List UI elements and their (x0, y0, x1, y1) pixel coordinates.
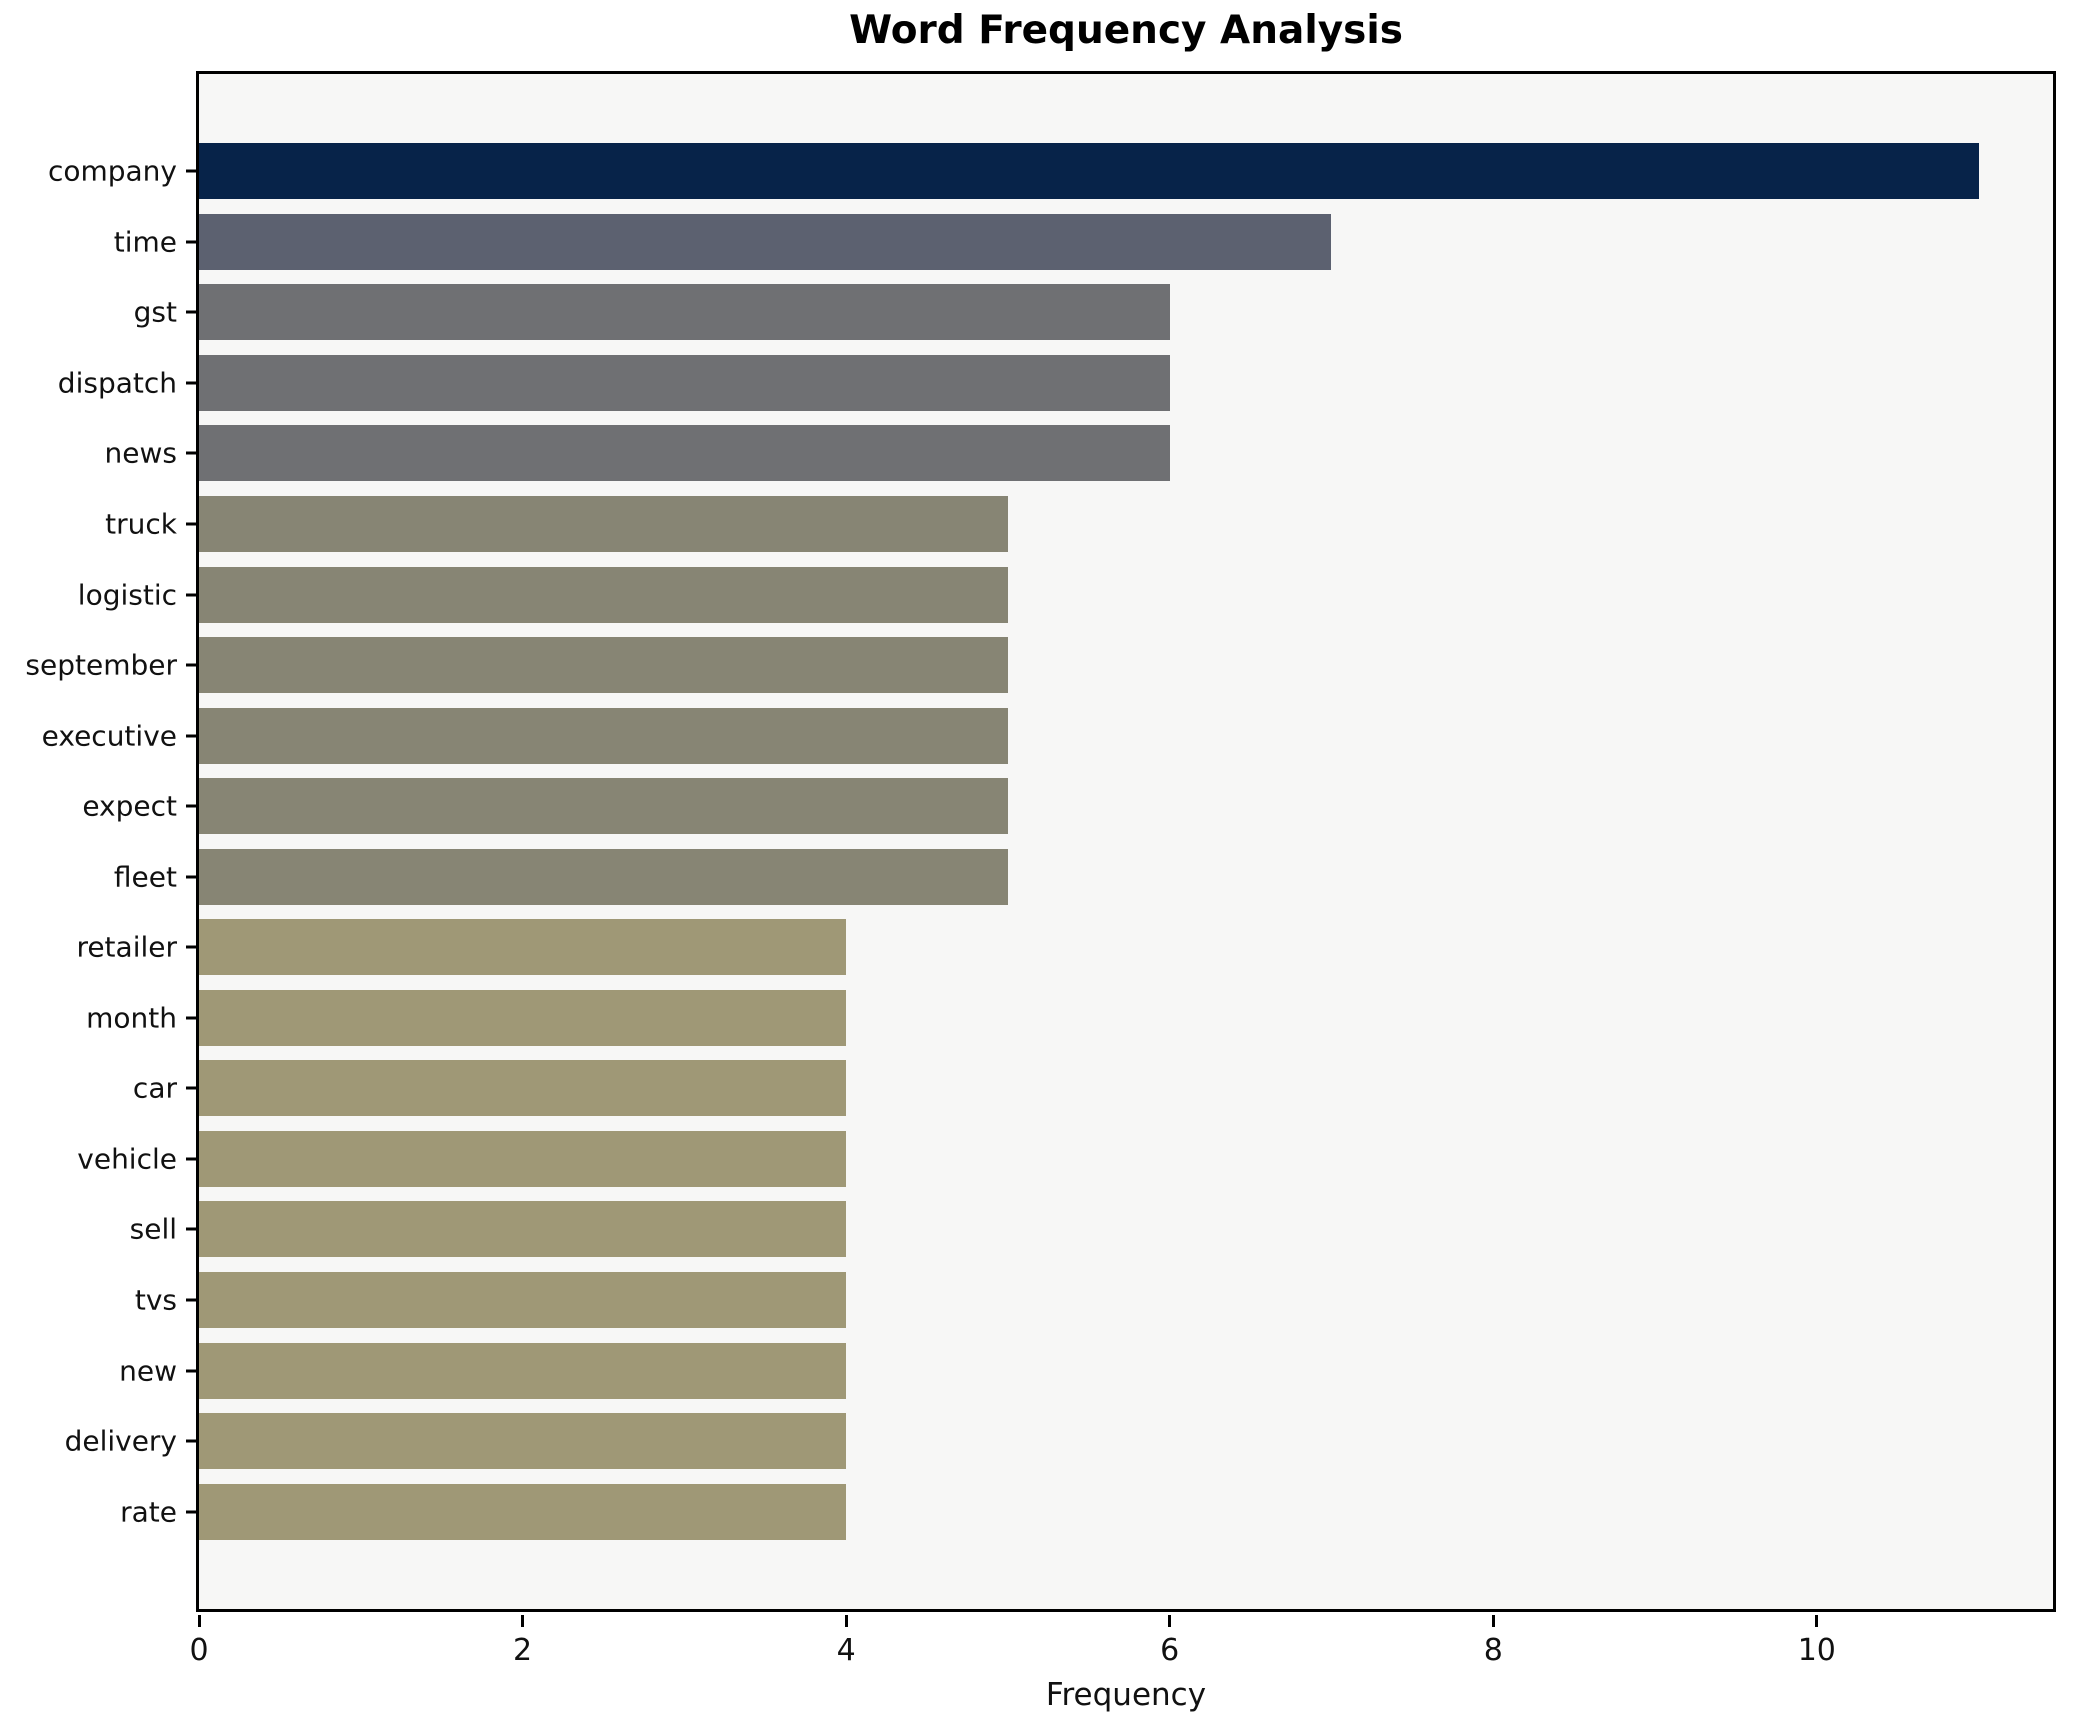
bar-row: vehicle (77, 1124, 2053, 1195)
bar-tvs (199, 1272, 847, 1329)
bars-area: company time gst dispatch news truck logistic s… (25, 74, 2053, 1609)
y-tick-mark (186, 945, 196, 949)
y-tick-mark (186, 1298, 196, 1302)
y-tick-label-dispatch: dispatch (57, 366, 177, 400)
y-tick-label-september: september (25, 648, 177, 682)
y-tick-label-expect: expect (82, 789, 177, 823)
bar-row: tvs (135, 1265, 2053, 1336)
bar-row: sell (130, 1194, 2053, 1265)
chart-title: Word Frequency Analysis (849, 8, 1403, 53)
y-tick-label-delivery: delivery (64, 1424, 177, 1458)
y-tick-mark (186, 169, 196, 173)
bar-row: expect (82, 771, 2053, 842)
x-tick-label: 0 (189, 1633, 209, 1668)
bar-expect (199, 778, 1008, 835)
bar-news (199, 425, 1170, 482)
bar-logistic (199, 566, 1008, 623)
bar-row: executive (42, 700, 2053, 771)
bar-row: month (86, 983, 2053, 1054)
x-tick-label: 8 (1483, 1633, 1503, 1668)
x-tick-mark (1491, 1615, 1495, 1627)
y-tick-mark (186, 593, 196, 597)
bar-delivery (199, 1413, 847, 1470)
y-tick-mark (186, 875, 196, 879)
y-tick-mark (186, 522, 196, 526)
bar-dispatch (199, 354, 1170, 411)
x-tick-mark (844, 1615, 848, 1627)
bar-car (199, 1060, 847, 1117)
y-tick-mark (186, 734, 196, 738)
bar-retailer (199, 919, 847, 976)
y-tick-mark (186, 310, 196, 314)
bar-vehicle (199, 1130, 847, 1187)
x-tick-label: 6 (1160, 1633, 1180, 1668)
y-tick-mark (186, 381, 196, 385)
x-tick-label: 2 (513, 1633, 533, 1668)
bar-september (199, 637, 1008, 694)
y-tick-mark (186, 804, 196, 808)
y-tick-label-month: month (86, 1001, 177, 1035)
y-tick-label-time: time (113, 225, 177, 259)
x-tick-mark (1815, 1615, 1819, 1627)
bar-row: dispatch (58, 348, 2053, 419)
y-tick-mark (186, 1439, 196, 1443)
y-tick-label-gst: gst (133, 295, 177, 329)
x-tick-label: 4 (836, 1633, 856, 1668)
bar-executive (199, 707, 1008, 764)
y-tick-mark (186, 663, 196, 667)
y-tick-label-news: news (104, 436, 177, 470)
y-tick-mark (186, 1369, 196, 1373)
y-tick-label-sell: sell (129, 1212, 177, 1246)
bar-rate (199, 1483, 847, 1540)
bar-row: logistic (78, 559, 2053, 630)
bar-truck (199, 496, 1008, 552)
x-tick-label: 10 (1797, 1633, 1836, 1668)
bar-row: rate (120, 1476, 2053, 1547)
bar-row: fleet (114, 841, 2053, 912)
bar-row: car (133, 1053, 2053, 1124)
bar-row: new (119, 1335, 2053, 1406)
y-tick-label-truck: truck (105, 507, 177, 541)
bar-row: delivery (65, 1406, 2053, 1477)
x-tick-mark (521, 1615, 525, 1627)
bar-row: gst (134, 277, 2053, 348)
y-tick-label-vehicle: vehicle (77, 1142, 177, 1176)
bar-row: company (48, 136, 2053, 207)
y-tick-mark (186, 1227, 196, 1231)
bar-gst (199, 284, 1170, 341)
y-tick-label-rate: rate (120, 1495, 177, 1529)
bar-month (199, 989, 847, 1046)
x-tick-mark (1168, 1615, 1172, 1627)
x-tick-mark (197, 1615, 201, 1627)
bar-fleet (199, 848, 1008, 905)
y-tick-label-logistic: logistic (77, 578, 177, 612)
y-tick-label-car: car (132, 1071, 177, 1105)
bar-sell (199, 1201, 847, 1258)
y-tick-mark (186, 1510, 196, 1514)
y-tick-mark (186, 1157, 196, 1161)
y-tick-label-retailer: retailer (76, 930, 177, 964)
y-tick-label-executive: executive (41, 719, 177, 753)
bar-row: truck (105, 489, 2053, 560)
bar-row: news (105, 418, 2053, 489)
y-tick-mark (186, 240, 196, 244)
bar-company (199, 143, 1979, 200)
x-axis-label: Frequency (1045, 1677, 1207, 1713)
bar-row: september (25, 630, 2053, 701)
plot-area: company time gst dispatch news truck logistic s… (25, 71, 2056, 1713)
bar-row: time (114, 207, 2053, 278)
bar-time (199, 213, 1332, 270)
y-tick-mark (186, 1016, 196, 1020)
y-tick-label-fleet: fleet (113, 860, 177, 894)
y-tick-mark (186, 451, 196, 455)
y-tick-label-tvs: tvs (134, 1283, 177, 1317)
bar-row: retailer (76, 912, 2053, 983)
y-tick-mark (186, 1086, 196, 1090)
y-tick-label-company: company (47, 154, 177, 188)
bar-new (199, 1342, 847, 1399)
y-tick-label-new: new (119, 1354, 177, 1388)
